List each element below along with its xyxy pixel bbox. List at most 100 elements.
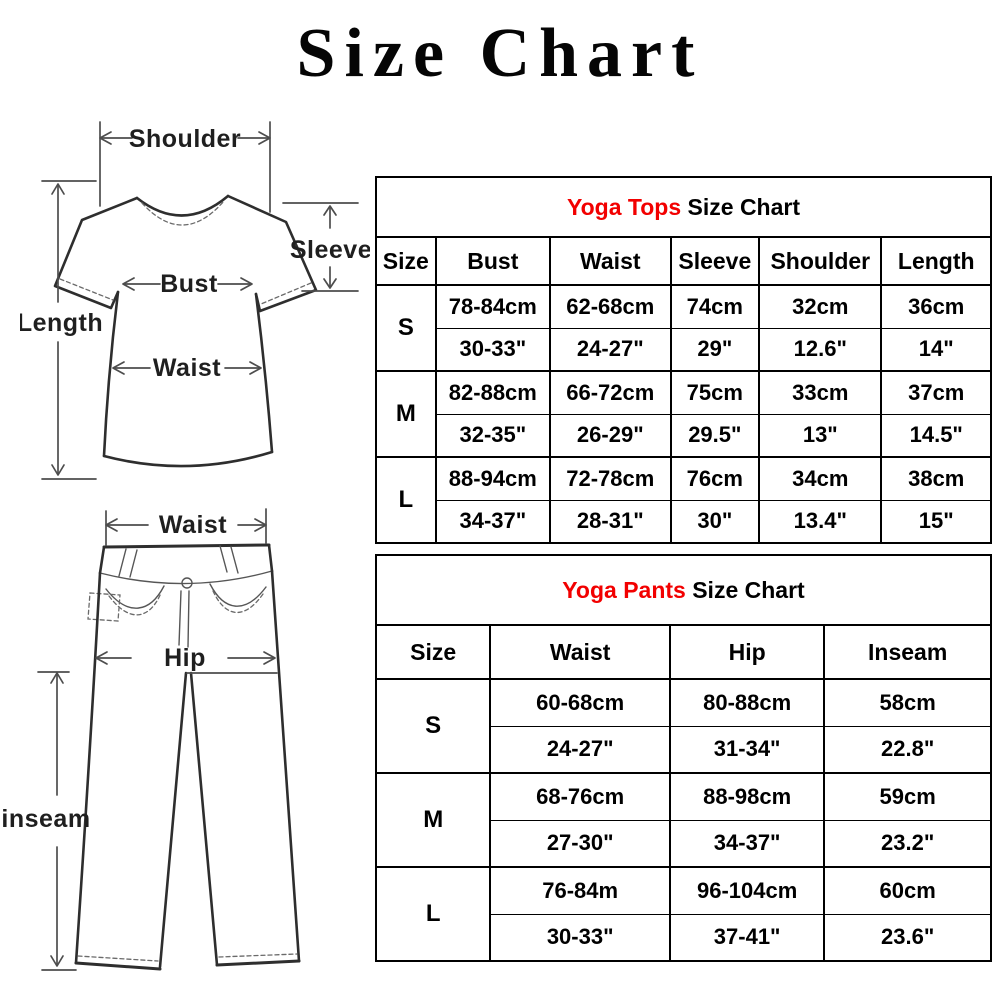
size-cell: M [375,370,437,458]
tshirt-measurement-diagram: Shoulder Sleeve Bust Waist [20,121,370,480]
measurement-cell: 12.6" [758,327,883,372]
measurement-cell: 88-98cm [668,772,826,821]
measurement-cell: 15" [880,499,992,544]
table-row: 32-35" 26-29" 29.5" 13" 14.5" [376,413,992,458]
column-header-shoulder: Shoulder [758,236,883,286]
shirt-waist-measure-annotation: Waist [112,354,262,382]
measurement-cell: 60-68cm [489,678,671,727]
table-row: L 76-84m 96-104cm 60cm [374,866,992,962]
measurement-cell: 88-94cm [434,456,552,501]
pants-table-title: Yoga Pants Size Chart [375,554,992,626]
column-header-waist: Waist [549,236,672,286]
table-row: L 88-94cm 72-78cm 76cm 34cm 38cm [375,456,992,544]
measurement-cell: 14" [880,327,992,372]
yoga-tops-size-table: Yoga Tops Size Chart Size Bust Waist Sle… [375,176,992,544]
table-row: 30-33" 37-41" 23.6" [376,913,992,962]
tops-table-title: Yoga Tops Size Chart [375,176,992,238]
size-cell: S [374,678,492,774]
measurement-cell: 62-68cm [549,284,672,329]
measurement-cell: 76-84m [489,866,671,915]
measurement-cell: 29.5" [669,413,761,458]
measurement-cell: 32-35" [434,413,552,458]
shirt-bust-label: Bust [160,270,218,298]
size-cell: L [375,456,437,544]
measurement-cell: 74cm [669,284,761,329]
table-row: M 68-76cm 88-98cm 59cm [374,772,992,868]
measurement-cell: 66-72cm [549,370,672,415]
measurement-cell: 34-37" [668,819,826,868]
size-cell: L [374,866,492,962]
pants-title-highlight: Yoga Pants [562,576,686,603]
measurement-cell: 72-78cm [549,456,672,501]
tops-table-header-row: Size Bust Waist Sleeve Shoulder Length [375,236,992,286]
table-row: M 82-88cm 66-72cm 75cm 33cm 37cm [375,370,992,458]
pants-measurement-diagram: Waist Hip inseam [1,508,301,971]
measurement-cell: 34cm [758,456,883,501]
measurement-cell: 76cm [669,456,761,501]
table-row: 30-33" 24-27" 29" 12.6" 14" [376,327,992,372]
pants-table-header-row: Size Waist Hip Inseam [374,624,992,680]
bust-measure-annotation: Bust [122,270,253,298]
shirt-waist-label: Waist [153,354,221,382]
table-row: 24-27" 31-34" 22.8" [376,725,992,774]
measurement-cell: 33cm [758,370,883,415]
measurement-cell: 59cm [823,772,992,821]
measurement-cell: 32cm [758,284,883,329]
measurement-cell: 80-88cm [668,678,826,727]
pants-title-suffix: Size Chart [685,576,805,603]
measurement-cell: 38cm [880,456,992,501]
hip-measure-annotation: Hip [95,644,278,674]
measurement-cell: 37-41" [668,913,826,962]
pants-waist-label: Waist [159,511,227,539]
measurement-cell: 23.6" [823,913,992,962]
table-row: S 78-84cm 62-68cm 74cm 32cm 36cm [375,284,992,372]
measurement-cell: 13.4" [758,499,883,544]
table-row: 27-30" 34-37" 23.2" [376,819,992,868]
measurement-cell: 23.2" [823,819,992,868]
measurement-cell: 75cm [669,370,761,415]
tops-title-highlight: Yoga Tops [566,193,682,220]
measurement-cell: 78-84cm [434,284,552,329]
measurement-cell: 27-30" [489,819,671,868]
measurement-cell: 28-31" [549,499,672,544]
pants-outline [74,543,301,971]
column-header-sleeve: Sleeve [669,236,761,286]
size-cell: M [374,772,492,868]
sleeve-measure-annotation: Sleeve [282,202,370,292]
column-header-size: Size [374,624,492,680]
yoga-pants-size-table: Yoga Pants Size Chart Size Waist Hip Ins… [374,554,992,962]
measurement-cell: 58cm [823,678,992,727]
column-header-length: Length [880,236,992,286]
measurement-cell: 26-29" [549,413,672,458]
measurement-cell: 14.5" [880,413,992,458]
page-title: Size Chart [296,15,704,92]
column-header-bust: Bust [434,236,552,286]
measurement-cell: 60cm [823,866,992,915]
measurement-cell: 30-33" [434,327,552,372]
inseam-measure-annotation: inseam [1,671,90,971]
tshirt-outline [53,194,318,468]
table-row: S 60-68cm 80-88cm 58cm [374,678,992,774]
shoulder-measure-annotation: Shoulder [99,121,271,213]
pants-waist-measure-annotation: Waist [105,508,267,546]
column-header-inseam: Inseam [823,624,992,680]
measurement-cell: 37cm [880,370,992,415]
measurement-cell: 29" [669,327,761,372]
measurement-cell: 30-33" [489,913,671,962]
pants-inseam-label: inseam [1,805,90,833]
measurement-cell: 82-88cm [434,370,552,415]
measurement-cell: 13" [758,413,883,458]
measurement-cell: 24-27" [489,725,671,774]
column-header-hip: Hip [668,624,826,680]
shirt-length-label: Length [20,309,103,337]
measurement-cell: 24-27" [549,327,672,372]
length-measure-annotation: Length [20,180,103,480]
shirt-sleeve-label: Sleeve [290,236,370,264]
measurement-cell: 96-104cm [668,866,826,915]
tops-title-suffix: Size Chart [681,193,801,220]
measurement-cell: 31-34" [668,725,826,774]
table-row: 34-37" 28-31" 30" 13.4" 15" [376,499,992,544]
column-header-waist: Waist [489,624,671,680]
tops-table-title-row: Yoga Tops Size Chart [375,176,992,238]
